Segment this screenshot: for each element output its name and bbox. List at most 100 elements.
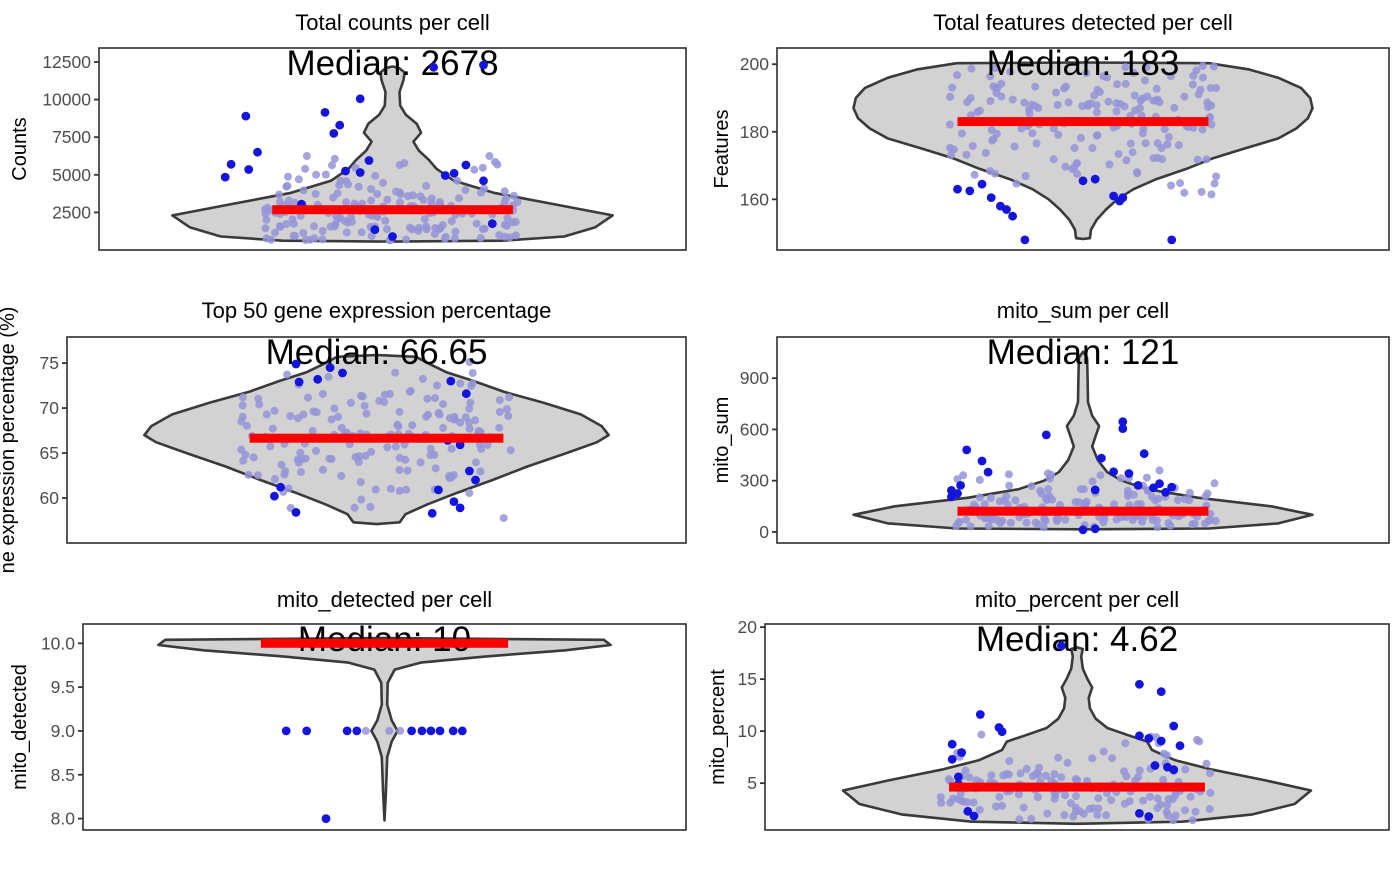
cell-point bbox=[1153, 804, 1162, 813]
cell-point bbox=[356, 478, 365, 486]
cell-point bbox=[1129, 68, 1138, 77]
cell-point bbox=[946, 143, 954, 152]
outlier-point bbox=[963, 806, 973, 816]
cell-point bbox=[1006, 67, 1015, 76]
cell-point bbox=[1152, 84, 1161, 93]
cell-point bbox=[239, 456, 248, 465]
cell-point bbox=[275, 197, 284, 206]
cell-point bbox=[261, 224, 270, 233]
cell-point bbox=[509, 191, 518, 200]
cell-point bbox=[1062, 82, 1070, 91]
cell-point bbox=[1207, 190, 1216, 199]
cell-point bbox=[1019, 803, 1028, 812]
outlier-point bbox=[1167, 235, 1177, 245]
cell-point bbox=[995, 497, 1004, 506]
cell-point bbox=[986, 494, 995, 502]
cell-point bbox=[1054, 753, 1063, 762]
y-axis-title: ne expression percentage (%) bbox=[0, 307, 19, 574]
cell-point bbox=[493, 160, 502, 169]
outlier-points bbox=[953, 174, 1177, 245]
cell-point bbox=[391, 442, 400, 451]
y-axis-title: Features bbox=[711, 110, 733, 189]
cell-point bbox=[511, 231, 520, 240]
panel-title: Top 50 gene expression percentage bbox=[202, 298, 552, 323]
cell-point bbox=[505, 393, 513, 402]
cell-point bbox=[957, 129, 966, 138]
cell-point bbox=[1163, 751, 1171, 760]
cell-point bbox=[310, 234, 319, 243]
cell-point bbox=[366, 503, 375, 511]
cell-point bbox=[289, 231, 298, 240]
cell-point bbox=[1071, 497, 1080, 506]
outlier-point bbox=[302, 726, 312, 736]
cell-point bbox=[1105, 160, 1114, 169]
cell-point bbox=[1054, 130, 1063, 139]
cell-point bbox=[401, 455, 410, 464]
cell-point bbox=[238, 412, 247, 421]
outlier-point bbox=[291, 359, 301, 369]
cell-point bbox=[1030, 101, 1039, 110]
outlier-points bbox=[220, 60, 497, 241]
cell-point bbox=[1064, 98, 1073, 107]
cell-point bbox=[405, 223, 414, 232]
cell-point bbox=[1181, 765, 1190, 774]
y-tick-label: 9.0 bbox=[51, 721, 76, 741]
panel-border bbox=[764, 623, 1390, 831]
cell-point bbox=[1209, 62, 1218, 71]
median-line bbox=[272, 205, 513, 215]
y-tick-label: 8.5 bbox=[51, 765, 75, 785]
y-tick-label: 12500 bbox=[42, 52, 91, 72]
cell-point bbox=[984, 522, 993, 531]
jitter-points bbox=[237, 358, 515, 523]
cell-point bbox=[1094, 794, 1103, 803]
panel-border bbox=[66, 336, 687, 544]
outlier-point bbox=[320, 108, 330, 117]
cell-point bbox=[354, 182, 363, 191]
cell-point bbox=[1198, 61, 1207, 70]
cell-point bbox=[1117, 474, 1125, 483]
outlier-point bbox=[457, 726, 467, 736]
outlier-point bbox=[947, 492, 956, 502]
cell-point bbox=[301, 164, 310, 173]
cell-point bbox=[1121, 63, 1130, 72]
panel-border bbox=[776, 336, 1390, 544]
cell-point bbox=[1176, 179, 1185, 188]
outlier-point bbox=[241, 111, 251, 121]
panel-total-counts: Median: 2678 2500 5000 7500 10000 12500 Tota… bbox=[9, 10, 687, 251]
cell-point bbox=[277, 460, 286, 469]
cell-point bbox=[262, 215, 271, 224]
cell-point bbox=[1044, 485, 1053, 494]
cell-point bbox=[953, 71, 962, 80]
cell-point bbox=[280, 470, 289, 479]
cell-point bbox=[1049, 155, 1058, 164]
cell-point bbox=[270, 406, 279, 415]
outlier-point bbox=[465, 466, 474, 476]
cell-point bbox=[1193, 155, 1202, 164]
outlier-point bbox=[471, 475, 480, 485]
cell-point bbox=[1207, 120, 1216, 129]
cell-point bbox=[970, 170, 979, 179]
cell-point bbox=[511, 217, 520, 226]
cell-point bbox=[396, 726, 405, 735]
cell-point bbox=[953, 475, 962, 484]
cell-point bbox=[468, 369, 477, 377]
cell-point bbox=[992, 802, 1001, 811]
cell-point bbox=[988, 136, 997, 145]
cell-point bbox=[1126, 139, 1135, 148]
cell-point bbox=[335, 181, 344, 190]
outlier-point bbox=[417, 726, 427, 736]
violin-total-features bbox=[852, 61, 1314, 241]
outlier-point bbox=[1078, 525, 1088, 535]
cell-point bbox=[337, 471, 346, 480]
cell-point bbox=[1071, 775, 1080, 784]
y-axis: 160 180 200 bbox=[740, 54, 777, 209]
panel-mito-sum: Median: 121 0 300 600 900 mito_sum per cell… bbox=[711, 298, 1390, 544]
cell-point bbox=[1120, 799, 1129, 808]
outlier-point bbox=[983, 467, 993, 477]
panel-total-features: Median: 183 160 180 200 Total features det… bbox=[711, 10, 1390, 251]
cell-point bbox=[476, 467, 485, 476]
cell-point bbox=[505, 233, 514, 242]
cell-point bbox=[371, 171, 380, 180]
y-tick-label: 200 bbox=[740, 54, 769, 74]
